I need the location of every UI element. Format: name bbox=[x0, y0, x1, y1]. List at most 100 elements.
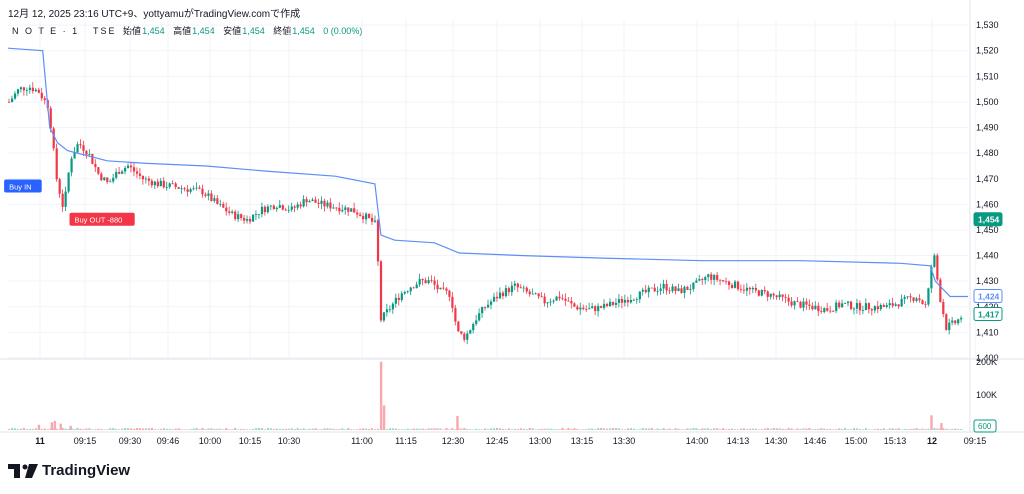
candle-body bbox=[248, 219, 252, 222]
volume-bar bbox=[275, 428, 278, 430]
candle-body bbox=[802, 301, 805, 308]
candle-body bbox=[329, 202, 332, 209]
candle-body bbox=[751, 287, 755, 290]
volume-bar bbox=[531, 428, 534, 430]
volume-bar bbox=[534, 429, 537, 430]
candle-body bbox=[695, 280, 698, 283]
candle-body bbox=[829, 310, 832, 312]
volume-bar bbox=[424, 429, 427, 430]
candle-body bbox=[501, 292, 505, 297]
candle-body bbox=[85, 150, 88, 155]
volume-bar bbox=[412, 428, 415, 430]
volume-bar bbox=[867, 429, 871, 430]
candle-body bbox=[19, 87, 23, 90]
candle-body bbox=[103, 177, 106, 181]
volume-bar bbox=[228, 429, 231, 430]
candle-body bbox=[326, 202, 329, 207]
candle-body bbox=[344, 207, 347, 210]
candle-body bbox=[228, 211, 231, 213]
candle-body bbox=[469, 330, 472, 334]
candle-body bbox=[870, 309, 874, 311]
candle-body bbox=[201, 188, 204, 195]
volume-bar bbox=[927, 428, 930, 430]
volume-bar bbox=[222, 429, 225, 430]
candle-body bbox=[748, 287, 752, 290]
volume-bar bbox=[600, 428, 603, 430]
volume-bar bbox=[94, 429, 97, 430]
x-tick-label: 14:30 bbox=[765, 436, 788, 446]
candle-body bbox=[656, 290, 659, 292]
volume-bar bbox=[207, 428, 210, 430]
volume-bar bbox=[335, 429, 338, 430]
volume-bar bbox=[838, 428, 841, 430]
candle-body bbox=[427, 280, 430, 284]
candle-body bbox=[141, 175, 145, 180]
candle-body bbox=[436, 284, 439, 290]
candle-body bbox=[70, 158, 73, 173]
tradingview-logo[interactable]: TradingView bbox=[8, 462, 130, 479]
candle-body bbox=[82, 145, 85, 151]
y-tick-label: 1,420 bbox=[976, 302, 999, 312]
candle-body bbox=[912, 297, 915, 301]
volume-bar bbox=[585, 429, 588, 430]
candle-body bbox=[781, 294, 784, 297]
volume-bar bbox=[91, 429, 94, 430]
volume-bar bbox=[722, 428, 725, 430]
candle-body bbox=[719, 279, 722, 281]
volume-bar bbox=[909, 428, 912, 430]
volume-bar bbox=[219, 428, 222, 430]
volume-bar bbox=[549, 428, 552, 430]
volume-bar bbox=[492, 428, 496, 430]
candle-body bbox=[263, 206, 267, 213]
volume-bar bbox=[591, 428, 594, 430]
volume-bar bbox=[650, 427, 653, 430]
candle-body bbox=[22, 87, 26, 91]
candle-body bbox=[585, 308, 588, 310]
candle-body bbox=[733, 281, 737, 288]
candle-body bbox=[549, 301, 552, 303]
volume-bar bbox=[171, 429, 174, 430]
volume-bar bbox=[665, 429, 668, 430]
volume-bar bbox=[100, 429, 103, 430]
candle-body bbox=[391, 303, 395, 310]
candle-body bbox=[433, 280, 436, 285]
candle-body bbox=[668, 290, 671, 292]
current-price-label-box bbox=[973, 212, 1003, 227]
candle-body bbox=[287, 209, 290, 211]
candle-body bbox=[838, 302, 841, 308]
volume-bar bbox=[293, 429, 296, 430]
candle-body bbox=[876, 306, 879, 310]
volume-bar bbox=[201, 427, 204, 430]
volume-bar bbox=[347, 428, 350, 430]
volume-bar bbox=[433, 428, 436, 430]
symbol-legend: N O T E · 1 · TSE 始値1,454 高値1,454 安値1,45… bbox=[12, 24, 368, 37]
volume-bar bbox=[555, 429, 558, 430]
volume-bar bbox=[918, 429, 921, 430]
volume-bar bbox=[302, 428, 305, 430]
current-price-label: 1,454 bbox=[978, 215, 1000, 225]
volume-bar bbox=[632, 428, 635, 430]
candle-body bbox=[475, 320, 478, 324]
candle-body bbox=[186, 189, 189, 192]
candle-body bbox=[614, 302, 618, 305]
volume-bar bbox=[713, 428, 716, 430]
volume-bar bbox=[608, 428, 612, 430]
candle-body bbox=[852, 308, 856, 310]
symbol-name[interactable]: N O T E · 1 · TSE bbox=[12, 26, 117, 36]
volume-bar bbox=[543, 428, 546, 430]
candle-body bbox=[710, 274, 713, 280]
candle-body bbox=[689, 289, 692, 290]
candle-body bbox=[168, 183, 171, 187]
volume-bar bbox=[168, 428, 171, 430]
volume-bar bbox=[97, 428, 100, 430]
volume-bar bbox=[510, 429, 514, 430]
candle-body bbox=[704, 277, 707, 281]
candle-body bbox=[492, 296, 496, 302]
close-value: 1,454 bbox=[292, 26, 315, 36]
volume-bar bbox=[124, 428, 127, 430]
candle-body bbox=[564, 298, 567, 301]
candle-body bbox=[594, 306, 597, 312]
volume-bar bbox=[287, 428, 290, 430]
candle-body bbox=[394, 297, 397, 304]
